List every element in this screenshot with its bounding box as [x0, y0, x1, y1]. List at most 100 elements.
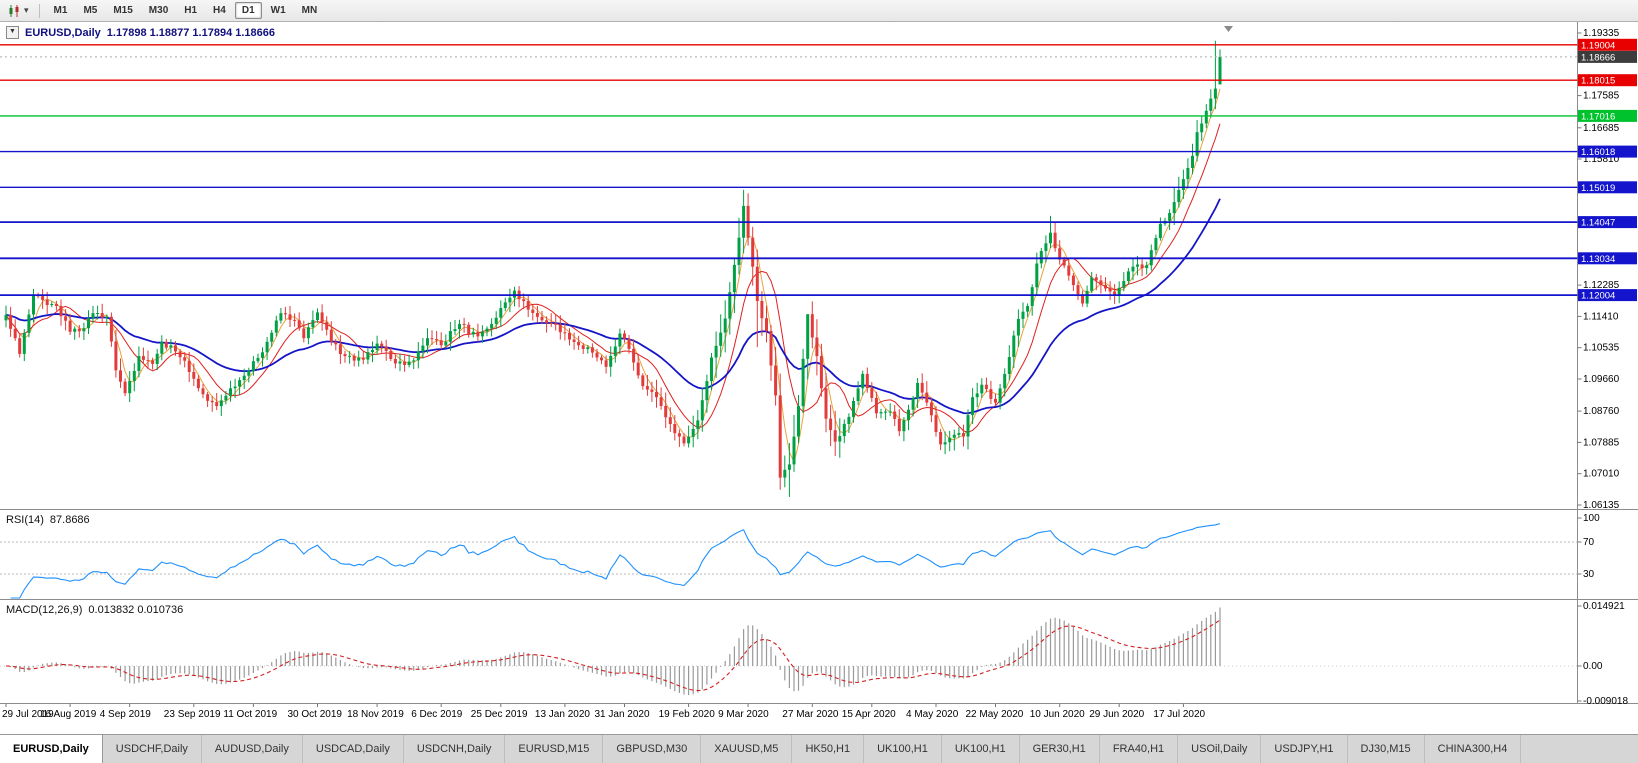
svg-text:1.10535: 1.10535 [1583, 343, 1620, 354]
toolbar: ▾ M1 M5 M15 M30 H1 H4 D1 W1 MN [0, 0, 1638, 22]
macd-name: MACD(12,26,9) [6, 604, 83, 616]
svg-text:13 Jan 2020: 13 Jan 2020 [535, 709, 590, 720]
svg-text:0.014921: 0.014921 [1583, 601, 1625, 612]
rsi-indicator-label: RSI(14) 87.8686 [6, 514, 90, 526]
tab-ger30-h1[interactable]: GER30,H1 [1019, 735, 1100, 763]
timeframe-button-d1[interactable]: D1 [234, 2, 262, 19]
svg-text:100: 100 [1583, 513, 1600, 524]
timeframe-button-m15[interactable]: M15 [113, 5, 133, 16]
svg-text:9 Mar 2020: 9 Mar 2020 [718, 709, 769, 720]
svg-text:0.00: 0.00 [1583, 661, 1603, 672]
svg-text:11 Oct 2019: 11 Oct 2019 [223, 709, 277, 720]
ma-fast-line [5, 88, 1221, 464]
timeframe-button-mn[interactable]: MN [301, 5, 318, 16]
svg-text:1.08760: 1.08760 [1583, 406, 1620, 417]
svg-text:4 Sep 2019: 4 Sep 2019 [100, 709, 152, 720]
svg-text:1.18666: 1.18666 [1581, 52, 1615, 63]
candles-layer [4, 40, 1222, 497]
tab-usdcad-daily[interactable]: USDCAD,Daily [302, 735, 404, 763]
tab-usdcnh-daily[interactable]: USDCNH,Daily [403, 735, 506, 763]
svg-text:4 May 2020: 4 May 2020 [906, 709, 959, 720]
svg-text:1.16685: 1.16685 [1583, 123, 1620, 134]
chart-area[interactable]: 1.19335 1.17585 1.16685 1.15810 1.12285 1.114… [0, 22, 1638, 734]
svg-text:30 Oct 2019: 30 Oct 2019 [288, 709, 343, 720]
svg-text:1.07885: 1.07885 [1583, 437, 1620, 448]
ma-slow-line [5, 198, 1221, 415]
svg-text:-0.009018: -0.009018 [1583, 696, 1628, 707]
timeframe-button-m5[interactable]: M5 [83, 5, 98, 16]
rsi-line [10, 523, 1221, 599]
macd-axis-labels: 0.014921 0.00 -0.009018 [1577, 601, 1628, 707]
rsi-name: RSI(14) [6, 514, 44, 526]
svg-text:6 Dec 2019: 6 Dec 2019 [411, 709, 463, 720]
svg-text:1.14047: 1.14047 [1581, 218, 1615, 229]
rsi-level-lines [0, 541, 1578, 667]
chart-tab-bar: EURUSD,Daily USDCHF,Daily AUDUSD,Daily USDC… [0, 734, 1638, 763]
macd-indicator-label: MACD(12,26,9) 0.013832 0.010736 [6, 604, 183, 616]
svg-text:29 Jun 2020: 29 Jun 2020 [1089, 709, 1144, 720]
svg-text:1.06135: 1.06135 [1583, 500, 1620, 511]
horizontal-lines[interactable] [0, 44, 1578, 297]
tab-gbpusd-m30[interactable]: GBPUSD,M30 [603, 735, 702, 763]
svg-text:1.19335: 1.19335 [1583, 28, 1620, 39]
timeframe-buttons: M1 M5 M15 M30 H1 H4 D1 W1 MN [47, 2, 325, 19]
svg-text:1.09660: 1.09660 [1583, 374, 1620, 385]
macd-signal-line [5, 619, 1221, 692]
svg-text:18 Nov 2019: 18 Nov 2019 [347, 709, 404, 720]
tab-uk100-h1[interactable]: UK100,H1 [864, 735, 942, 763]
toolbar-separator [38, 3, 40, 18]
price-axis-labels: 1.19335 1.17585 1.16685 1.15810 1.12285 1.114… [1577, 28, 1620, 511]
svg-text:1.11410: 1.11410 [1583, 311, 1619, 322]
svg-text:29 Jul 2019: 29 Jul 2019 [2, 709, 54, 720]
timeframe-button-w1[interactable]: W1 [270, 5, 286, 16]
timeframe-button-m1[interactable]: M1 [53, 5, 68, 16]
svg-text:1.16018: 1.16018 [1581, 147, 1615, 158]
svg-text:1.12285: 1.12285 [1583, 280, 1620, 291]
collapse-indicator-icon[interactable]: ▼ [6, 26, 19, 39]
svg-text:1.15019: 1.15019 [1581, 183, 1615, 194]
candlestick-chart-icon[interactable] [5, 3, 23, 19]
svg-text:16 Aug 2019: 16 Aug 2019 [40, 709, 97, 720]
tab-fra40-h1[interactable]: FRA40,H1 [1099, 735, 1179, 763]
svg-text:25 Dec 2019: 25 Dec 2019 [471, 709, 528, 720]
price-chart-svg[interactable]: 1.19335 1.17585 1.16685 1.15810 1.12285 1.114… [0, 22, 1638, 734]
svg-text:1.07010: 1.07010 [1583, 469, 1620, 480]
macd-values: 0.013832 0.010736 [88, 604, 184, 616]
svg-text:30: 30 [1583, 569, 1595, 580]
timeframe-button-m30[interactable]: M30 [148, 5, 169, 16]
svg-text:23 Sep 2019: 23 Sep 2019 [164, 709, 221, 720]
tab-usoil-daily[interactable]: USOil,Daily [1178, 735, 1262, 763]
svg-text:22 May 2020: 22 May 2020 [966, 709, 1024, 720]
tab-eurusd-daily[interactable]: EURUSD,Daily [0, 735, 103, 763]
svg-text:1.12004: 1.12004 [1581, 291, 1615, 302]
svg-text:15 Apr 2020: 15 Apr 2020 [842, 709, 896, 720]
svg-text:10 Jun 2020: 10 Jun 2020 [1030, 709, 1085, 720]
tab-eurusd-m15[interactable]: EURUSD,M15 [505, 735, 604, 763]
chart-title: ▼ EURUSD,Daily 1.17898 1.18877 1.17894 1… [6, 26, 275, 39]
timeframe-button-h1[interactable]: H1 [184, 5, 198, 16]
chart-frame [0, 22, 1638, 704]
svg-text:1.13034: 1.13034 [1581, 254, 1615, 265]
svg-text:1.17585: 1.17585 [1583, 91, 1620, 102]
tab-xauusd-m5[interactable]: XAUUSD,M5 [701, 735, 793, 763]
tab-usdjpy-h1[interactable]: USDJPY,H1 [1261, 735, 1348, 763]
tab-usdchf-daily[interactable]: USDCHF,Daily [102, 735, 202, 763]
rsi-axis-labels: 100 70 30 [1577, 513, 1600, 580]
tab-hk50-h1[interactable]: HK50,H1 [792, 735, 865, 763]
tab-audusd-daily[interactable]: AUDUSD,Daily [201, 735, 303, 763]
chevron-down-icon[interactable]: ▾ [24, 5, 29, 15]
moving-averages [5, 88, 1221, 464]
tab-china300-h4[interactable]: CHINA300,H4 [1424, 735, 1522, 763]
tab-uk100-h1[interactable]: UK100,H1 [941, 735, 1020, 763]
svg-text:27 Mar 2020: 27 Mar 2020 [782, 709, 839, 720]
chart-symbol-label: EURUSD,Daily [25, 26, 101, 39]
svg-text:19 Feb 2020: 19 Feb 2020 [659, 709, 716, 720]
chart-shift-marker [1224, 26, 1233, 32]
price-line-labels: 1.19004 1.18015 1.17016 1.16018 1.15019 1.140… [1578, 38, 1637, 302]
rsi-value: 87.8686 [49, 514, 90, 526]
timeframe-button-h4[interactable]: H4 [213, 5, 226, 16]
svg-text:1.18015: 1.18015 [1581, 76, 1615, 87]
tab-dj30-m15[interactable]: DJ30,M15 [1347, 735, 1425, 763]
svg-text:17 Jul 2020: 17 Jul 2020 [1153, 709, 1205, 720]
